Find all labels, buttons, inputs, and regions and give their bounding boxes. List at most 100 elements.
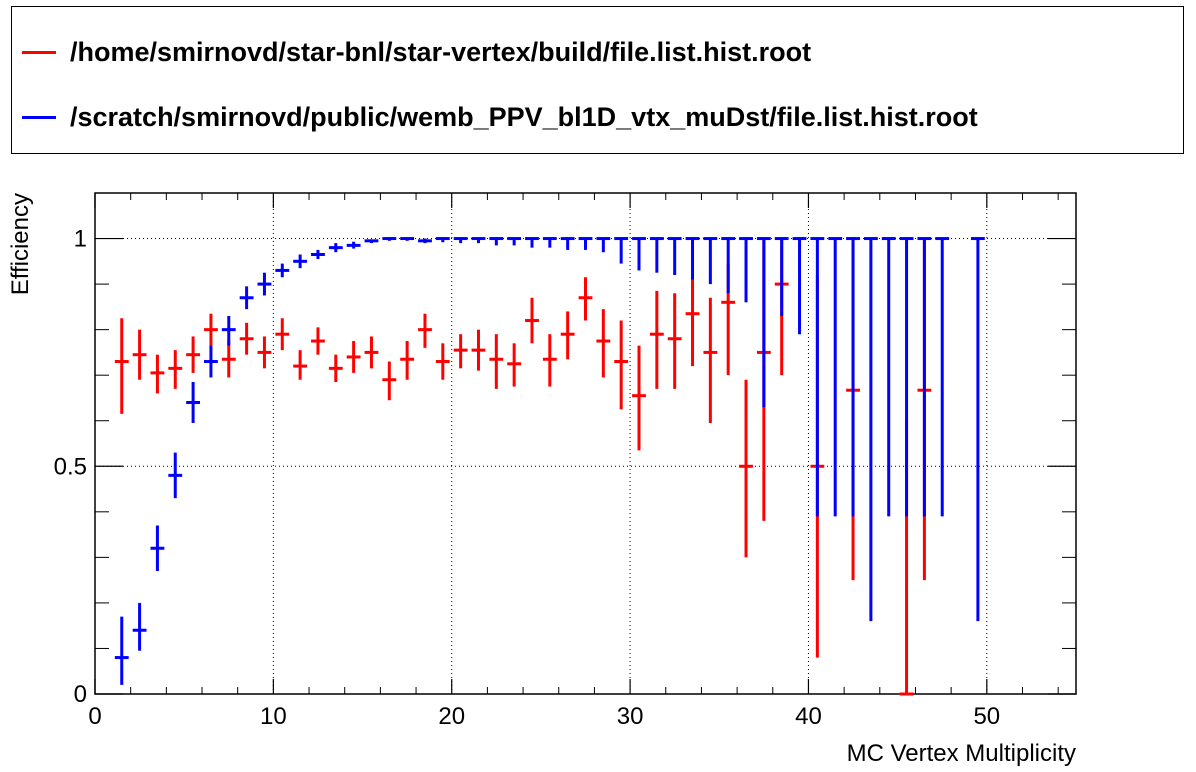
series-blue <box>114 237 985 685</box>
data-point <box>132 602 147 651</box>
data-point <box>489 237 504 246</box>
data-point <box>614 320 629 410</box>
data-point <box>649 237 664 273</box>
data-point <box>899 237 914 517</box>
legend-label-red: /home/smirnovd/star-bnl/star-vertex/buil… <box>70 36 812 67</box>
grid-lines <box>95 193 1076 694</box>
data-point <box>507 343 522 387</box>
data-point <box>632 345 646 451</box>
data-point <box>685 237 700 280</box>
data-point <box>685 277 700 367</box>
data-point <box>275 318 290 351</box>
data-point <box>596 237 611 253</box>
data-point <box>275 263 290 278</box>
data-point <box>346 341 361 373</box>
data-point <box>667 293 682 389</box>
data-point <box>703 297 718 424</box>
x-tick-label: 20 <box>438 703 465 730</box>
data-point <box>881 237 896 517</box>
data-point <box>204 345 218 378</box>
data-point <box>614 237 629 264</box>
data-point <box>453 237 468 244</box>
series-layer <box>114 237 985 696</box>
data-point <box>150 354 165 394</box>
x-tick-label: 10 <box>260 703 287 730</box>
data-point <box>810 237 825 517</box>
data-point <box>525 297 539 344</box>
data-point <box>132 329 147 380</box>
data-point <box>935 237 950 517</box>
data-point <box>204 313 218 346</box>
data-point <box>578 237 593 250</box>
x-tick-label: 0 <box>88 703 101 730</box>
data-point <box>560 237 575 250</box>
data-point <box>257 336 272 369</box>
data-point <box>346 241 361 249</box>
data-point <box>400 341 415 380</box>
data-point <box>667 237 682 275</box>
data-point <box>774 237 789 316</box>
data-point <box>507 237 522 246</box>
data-point <box>525 237 539 248</box>
data-point <box>632 237 646 271</box>
data-point <box>311 249 325 260</box>
data-point <box>542 237 557 248</box>
data-point <box>400 237 415 241</box>
plot-frame <box>94 192 1077 695</box>
data-point <box>578 277 593 321</box>
data-point <box>382 237 397 241</box>
data-point <box>293 350 308 380</box>
data-point <box>846 237 860 517</box>
data-point <box>739 379 753 558</box>
y-tick-label: 1 <box>74 226 87 253</box>
data-point <box>168 350 183 389</box>
data-point <box>542 334 557 387</box>
data-point <box>168 452 183 499</box>
y-tick-label: 0 <box>74 681 87 708</box>
y-axis-title: Efficiency <box>7 193 34 295</box>
legend-entry-red: /home/smirnovd/star-bnl/star-vertex/buil… <box>22 37 811 67</box>
data-point <box>863 237 878 622</box>
data-point <box>311 327 325 355</box>
data-point <box>186 336 201 373</box>
data-point <box>364 336 379 369</box>
data-point <box>418 238 432 244</box>
data-point <box>221 341 236 378</box>
data-point <box>703 237 718 285</box>
data-point <box>596 309 611 378</box>
x-tick-label: 50 <box>973 703 1000 730</box>
data-point <box>560 311 575 360</box>
y-tick-label: 0.5 <box>54 453 87 480</box>
data-point <box>221 315 236 346</box>
data-point <box>382 361 397 401</box>
data-point <box>328 354 343 383</box>
data-point <box>721 237 736 294</box>
data-point <box>114 318 129 414</box>
x-tick-label: 30 <box>617 703 644 730</box>
data-point <box>293 254 308 269</box>
data-point <box>970 237 985 622</box>
tick-labels: 0 10 20 30 40 50 0 0.5 1 <box>54 226 1001 730</box>
data-point <box>239 322 254 355</box>
data-point <box>328 243 343 253</box>
data-point <box>828 237 843 517</box>
data-point <box>756 237 771 408</box>
legend-box: /home/smirnovd/star-bnl/star-vertex/buil… <box>11 6 1184 154</box>
data-point <box>418 313 432 348</box>
data-point <box>792 237 807 335</box>
data-point <box>435 237 450 243</box>
legend-swatch-blue <box>22 115 56 119</box>
data-point <box>649 290 664 389</box>
data-point <box>471 237 486 244</box>
data-point <box>257 272 272 296</box>
legend-swatch-red <box>22 50 56 54</box>
data-point <box>489 334 504 389</box>
legend-label-blue: /scratch/smirnovd/public/wemb_PPV_bl1D_v… <box>70 101 978 132</box>
data-point <box>186 382 201 424</box>
data-point <box>917 237 932 517</box>
legend-entry-blue: /scratch/smirnovd/public/wemb_PPV_bl1D_v… <box>22 102 978 132</box>
data-point <box>239 286 254 310</box>
data-point <box>471 329 486 371</box>
data-point <box>739 237 753 303</box>
